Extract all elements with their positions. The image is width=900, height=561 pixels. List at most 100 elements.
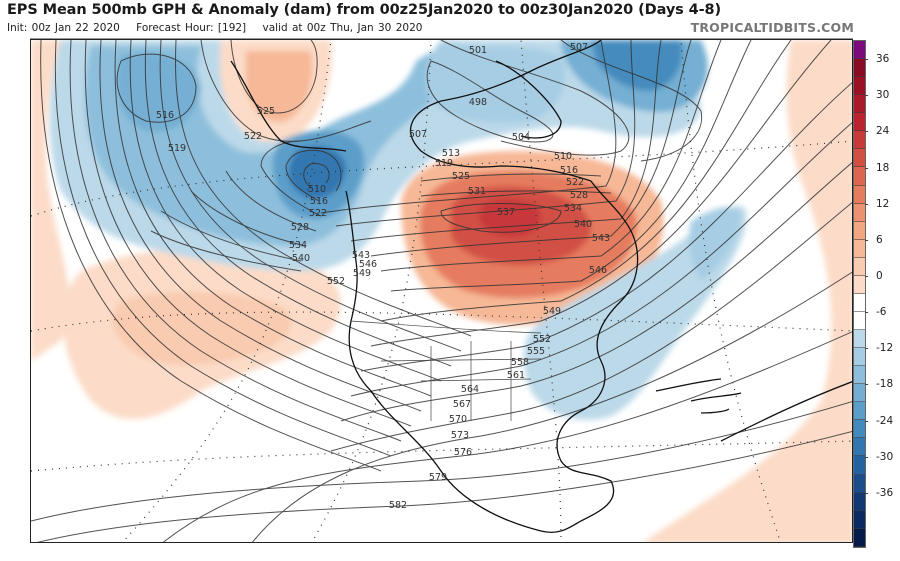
colorbar-segment (854, 113, 865, 132)
contour-label: 528 (291, 222, 309, 233)
contour-label: 504 (512, 132, 530, 143)
colorbar-segment (854, 438, 865, 457)
colorbar-segment (854, 366, 865, 385)
contour-label: 570 (449, 414, 467, 425)
colorbar-tick-label: 6 (865, 234, 883, 246)
contour-label: 549 (543, 306, 561, 317)
header-divider (30, 38, 853, 39)
anomaly-map: 501 507 516 519 525 522 498 504 507 513 519 525 531 5… (30, 39, 853, 543)
colorbar-segment (854, 149, 865, 168)
colorbar-tick-label: -36 (864, 487, 893, 499)
contour-labels: 501 5075165195255224985045075135195255315… (156, 42, 610, 511)
contour-label: 510 (554, 151, 572, 162)
valid-time: valid at 00z Thu, Jan 30 2020 (262, 22, 423, 34)
political-borders (350, 320, 542, 421)
contour-label: 543 (352, 250, 370, 261)
colorbar-tick-label: 18 (864, 162, 889, 174)
chart-title: EPS Mean 500mb GPH & Anomaly (dam) from … (7, 2, 722, 18)
contour-label: 549 (353, 268, 371, 279)
colorbar-segment (854, 41, 865, 60)
colorbar-segment (854, 528, 865, 547)
colorbar-segment (854, 131, 865, 150)
contour-label: 528 (570, 190, 588, 201)
contour-label: 579 (429, 472, 447, 483)
colorbar-tick-label: 36 (864, 53, 889, 65)
contour-label: 555 (527, 346, 545, 357)
colorbar-segment (854, 510, 865, 529)
height-contours (31, 40, 852, 542)
colorbar-segment (854, 95, 865, 114)
contour-label: 534 (564, 203, 582, 214)
contour-label: 510 (308, 184, 326, 195)
graticule (31, 40, 852, 542)
contour-label: 534 (289, 240, 307, 251)
colorbar-tick-label: 12 (864, 198, 889, 210)
site-watermark: TROPICALTIDBITS.COM (690, 20, 854, 35)
contour-label: 507 (409, 129, 427, 140)
colorbar-segment (854, 474, 865, 493)
contour-label: 546 (359, 259, 377, 270)
init-time: Init: 00z Jan 22 2020 (7, 22, 120, 34)
contour-label: 525 (452, 171, 470, 182)
coastlines (230, 40, 852, 533)
colorbar-segment (854, 456, 865, 475)
colorbar-segment (854, 167, 865, 186)
contour-label: 552 (327, 276, 345, 287)
contour-label: 531 (468, 186, 486, 197)
contour-label: 516 (560, 165, 578, 176)
colorbar-segment (854, 275, 865, 294)
colorbar-tick-label: -24 (864, 415, 893, 427)
contour-label: 519 (435, 158, 453, 169)
contour-label: 558 (511, 357, 529, 368)
anomaly-colorbar (853, 40, 866, 548)
map-canvas: 501 5075165195255224985045075135195255315… (31, 40, 852, 542)
contour-label: 525 (257, 106, 275, 117)
contour-label: 573 (451, 430, 469, 441)
colorbar-tick-label: 0 (865, 270, 883, 282)
colorbar-segment (854, 348, 865, 367)
colorbar-segment (854, 77, 865, 96)
contour-label: 552 (533, 334, 551, 345)
contour-label: 516 (310, 196, 328, 207)
colorbar-tick-label: -6 (864, 306, 886, 318)
contour-label: 561 (507, 370, 525, 381)
contour-label: 522 (566, 177, 584, 188)
chart-subtitle: Init: 00z Jan 22 2020 Forecast Hour: [19… (7, 22, 434, 34)
colorbar-tick-label: -12 (864, 342, 893, 354)
contour-label: 516 (156, 110, 174, 121)
contour-label: 540 (292, 253, 310, 264)
colorbar-segment (854, 221, 865, 240)
colorbar-tick-label: -18 (864, 378, 893, 390)
colorbar-segment (854, 185, 865, 204)
contour-label: 507 (570, 42, 588, 53)
colorbar-segment (854, 402, 865, 421)
colorbar-segment (854, 257, 865, 276)
contour-label: 537 (497, 207, 515, 218)
contour-label: 498 (469, 97, 487, 108)
colorbar-segment (854, 420, 865, 439)
contour-label: 519 (168, 143, 186, 154)
contour-label: 567 (453, 399, 471, 410)
colorbar-segment (854, 239, 865, 258)
colorbar-tick-label: 24 (864, 125, 889, 137)
colorbar-segment (854, 311, 865, 330)
contour-label: 543 (592, 233, 610, 244)
colorbar-segment (854, 330, 865, 349)
colorbar-tick-label: 30 (864, 89, 889, 101)
contour-label: 522 (309, 208, 327, 219)
colorbar-segment (854, 384, 865, 403)
contour-label: 513 (442, 148, 460, 159)
colorbar-segment (854, 203, 865, 222)
forecast-hour: Forecast Hour: [192] (136, 22, 247, 34)
contour-label: 564 (461, 384, 479, 395)
contour-label: 576 (454, 447, 472, 458)
contour-label: 501 (469, 45, 487, 56)
colorbar-tick-label: -30 (864, 451, 893, 463)
colorbar-segment (854, 293, 865, 312)
colorbar-segment (854, 59, 865, 78)
contour-label: 540 (574, 219, 592, 230)
contour-label: 546 (589, 265, 607, 276)
contour-label: 582 (389, 500, 407, 511)
colorbar-segment (854, 492, 865, 511)
contour-label: 522 (244, 131, 262, 142)
